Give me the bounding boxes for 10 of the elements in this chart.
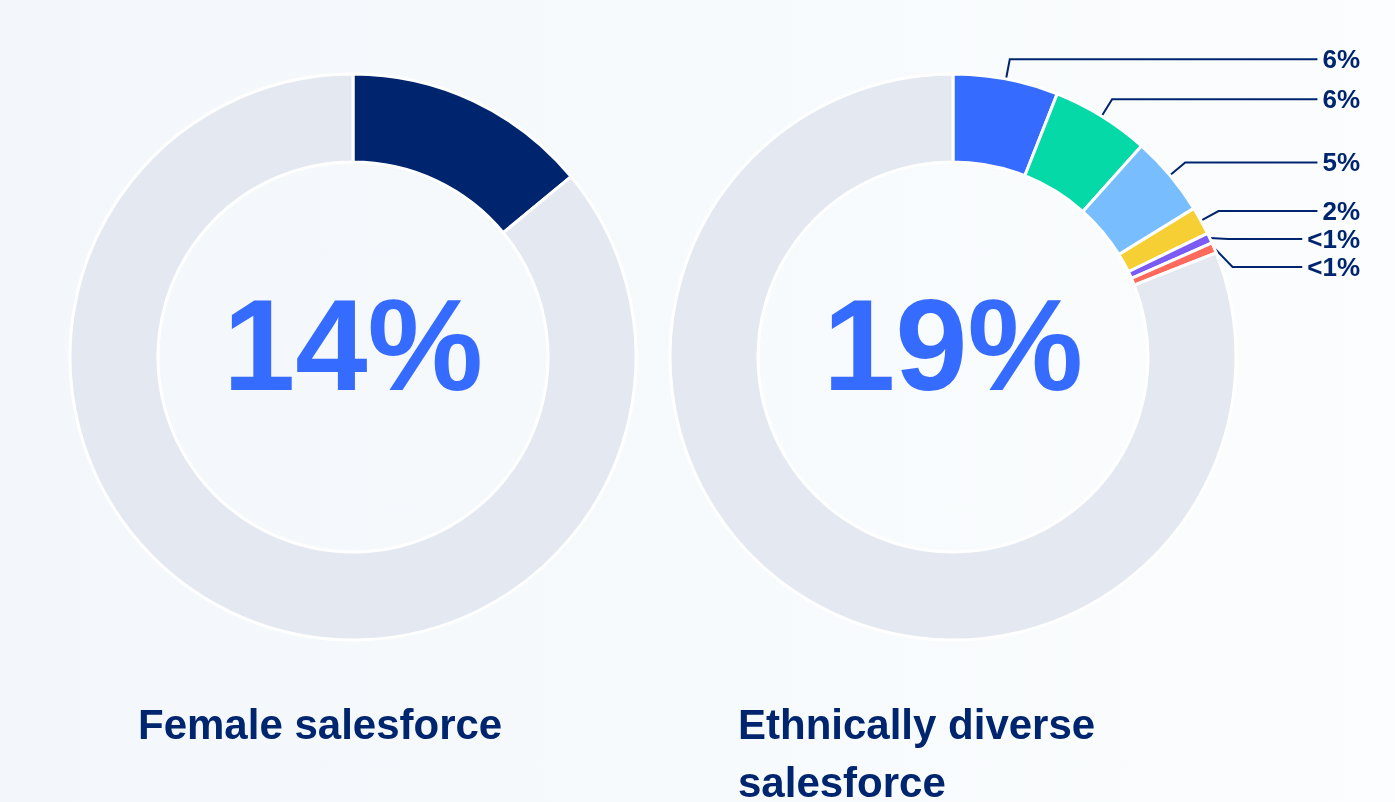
text: 14% xyxy=(223,272,484,418)
text: Ethnically diverse salesforce xyxy=(738,700,1107,802)
data-label: 6% xyxy=(1322,84,1360,115)
data-label: <1% xyxy=(1307,252,1360,283)
data-label: <1% xyxy=(1307,224,1360,255)
data-label: 6% xyxy=(1322,44,1360,75)
data-label: 5% xyxy=(1322,147,1360,178)
text: 19% xyxy=(823,272,1084,418)
data-label: 2% xyxy=(1322,196,1360,227)
text: Female salesforce xyxy=(138,700,503,748)
